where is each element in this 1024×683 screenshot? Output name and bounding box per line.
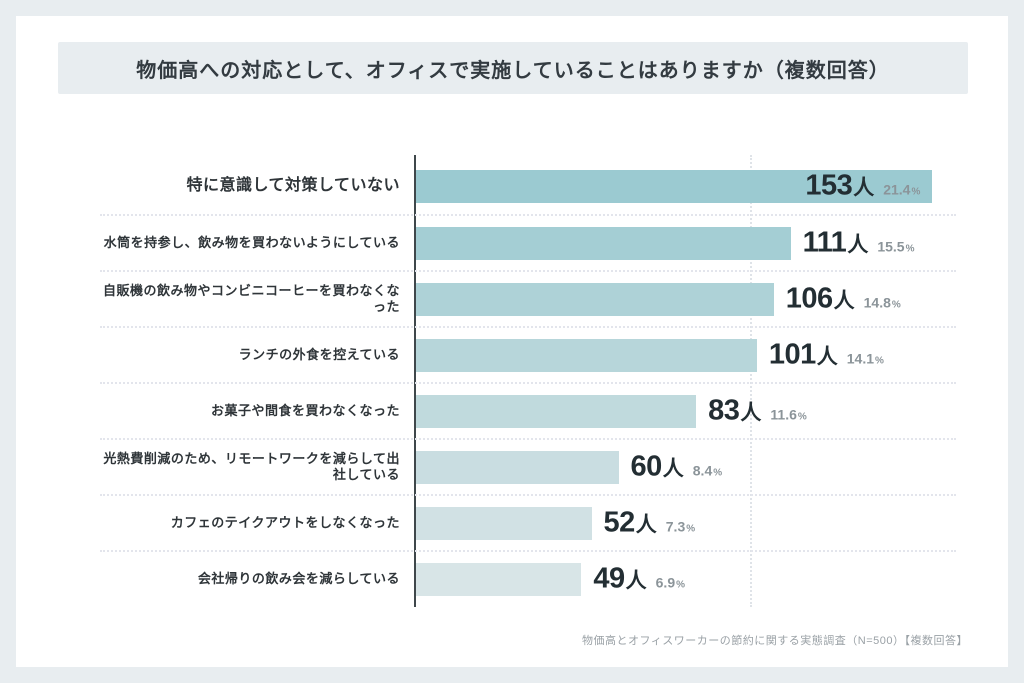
bar-track: 60 人 8.4% [416,450,956,484]
value-percent: 7.3 [665,518,686,535]
value-number: 106 [785,282,833,315]
value-number: 60 [630,450,663,483]
category-label: カフェのテイクアウトをしなくなった [170,515,400,531]
percent-sign: % [891,299,901,311]
value-label: 60 人 8.4% [631,451,723,484]
chart-row: 会社帰りの飲み会を減らしている 49 人 6.9% [100,550,956,606]
category-label: 水筒を持参し、飲み物を買わないようにしている [103,235,400,251]
bar [416,282,774,316]
value-number: 101 [768,338,816,371]
chart-title-band: 物価高への対応として、オフィスで実施していることはありますか（複数回答） [58,42,968,94]
percent-sign: % [686,523,696,535]
bar [416,450,619,484]
value-percent: 21.4 [883,181,911,198]
bar-track: 49 人 6.9% [416,562,956,596]
value-number: 49 [593,562,625,595]
value-percent: 6.9 [655,574,676,591]
value-percent: 11.6 [770,406,797,423]
bar-track: 52 人 7.3% [416,506,956,540]
bar-track: 153 人 21.4% [416,169,956,203]
percent-sign: % [676,579,686,591]
value-percent: 8.4 [692,462,713,479]
chart-row: 光熱費削減のため、リモートワークを減らして出社している 60 人 8.4% [100,438,956,494]
value-number: 111 [802,226,847,259]
bar-chart: 特に意識して対策していない 153 人 21.4% 水筒を持参し、飲み物を買わないように… [100,155,956,620]
bar [416,338,757,372]
percent-sign: % [911,186,921,198]
bar [416,394,697,428]
bar-track: 111 人 15.5% [416,226,956,260]
value-percent: 14.1 [846,350,875,367]
chart-rows: 特に意識して対策していない 153 人 21.4% 水筒を持参し、飲み物を買わないように… [100,158,956,606]
bar-track: 101 人 14.1% [416,338,956,372]
percent-sign: % [875,355,884,367]
chart-row: お菓子や間食を買わなくなった 83 人 11.6% [100,382,956,438]
bar-track: 106 人 14.8% [416,282,956,316]
chart-card: 物価高への対応として、オフィスで実施していることはありますか（複数回答） 特に意… [16,16,1008,667]
gridline-100 [750,155,752,607]
chart-row: カフェのテイクアウトをしなくなった 52 人 7.3% [100,494,956,550]
bar [416,562,582,596]
value-percent: 15.5 [877,238,905,255]
percent-sign: % [905,243,915,255]
value-unit: 人 [740,401,762,425]
value-label: 111 人 15.5% [803,227,915,260]
bar [416,226,791,260]
chart-row: 水筒を持参し、飲み物を買わないようにしている 111 人 15.5% [100,214,956,270]
chart-row: 特に意識して対策していない 153 人 21.4% [100,158,956,214]
value-unit: 人 [625,569,647,593]
category-label: 光熱費削減のため、リモートワークを減らして出社している [103,451,400,482]
value-percent: 14.8 [863,294,891,311]
chart-title: 物価高への対応として、オフィスで実施していることはありますか（複数回答） [136,59,890,82]
value-unit: 人 [833,289,855,313]
chart-row: ランチの外食を控えている 101 人 14.1% [100,326,956,382]
value-unit: 人 [847,233,869,257]
source-note: 物価高とオフィスワーカーの節約に関する実態調査（N=500）【複数回答】 [582,635,968,647]
percent-sign: % [797,411,807,423]
value-label: 83 人 11.6% [708,395,807,428]
value-label: 49 人 6.9% [593,563,685,596]
value-number: 153 [805,169,853,202]
value-number: 83 [708,394,740,427]
bar [416,506,592,540]
percent-sign: % [713,467,723,479]
value-label: 52 人 7.3% [604,507,696,540]
value-label: 101 人 14.1% [769,339,884,372]
value-unit: 人 [816,345,838,369]
bar [416,169,933,203]
category-label: ランチの外食を控えている [238,347,400,363]
category-label: 特に意識して対策していない [186,177,400,195]
value-unit: 人 [853,176,875,200]
value-label: 153 人 21.4% [805,170,920,203]
value-label: 106 人 14.8% [786,283,901,316]
value-number: 52 [603,506,636,539]
chart-row: 自販機の飲み物やコンビニコーヒーを買わなくなった 106 人 14.8% [100,270,956,326]
value-unit: 人 [635,513,657,537]
y-axis-line [414,155,416,607]
category-label: お菓子や間食を買わなくなった [210,403,400,419]
bar-track: 83 人 11.6% [416,394,956,428]
category-label: 会社帰りの飲み会を減らしている [197,571,400,587]
category-label: 自販機の飲み物やコンビニコーヒーを買わなくなった [102,283,400,314]
value-unit: 人 [662,457,684,481]
